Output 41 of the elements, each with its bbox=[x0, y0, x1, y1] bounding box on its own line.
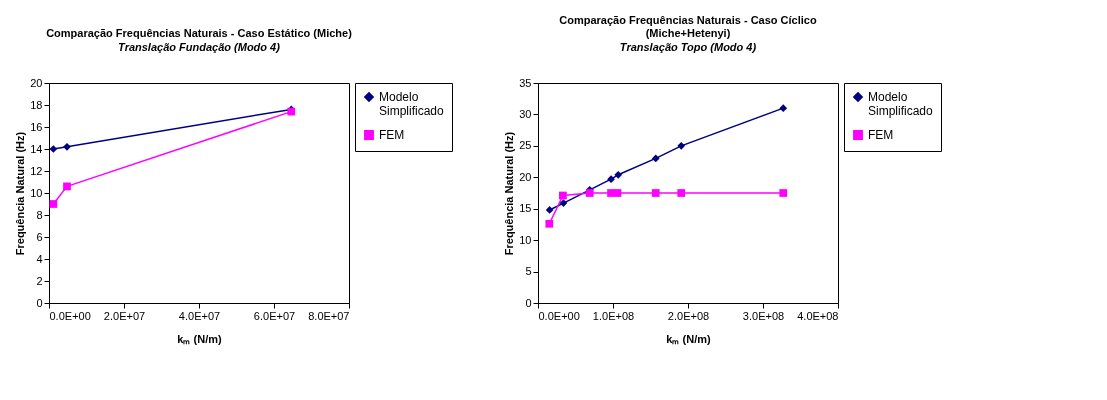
y-tick-label: 6 bbox=[36, 230, 43, 243]
x-tick-label: 0.0E+00 bbox=[49, 309, 91, 322]
y-tick-label: 16 bbox=[30, 120, 43, 133]
x-tick-label: 0.0E+00 bbox=[538, 309, 580, 322]
y-tick-label: 20 bbox=[30, 76, 43, 89]
chart-subtitle: Translação Topo (Modo 4) bbox=[619, 41, 757, 53]
y-tick-label: 8 bbox=[36, 208, 43, 221]
legend-label: Modelo Simplificado bbox=[379, 90, 445, 118]
x-axis-title: kₘ (N/m) bbox=[666, 332, 711, 345]
y-tick-label: 0 bbox=[36, 296, 43, 309]
y-tick-label: 10 bbox=[30, 186, 43, 199]
x-tick-label: 2.0E+08 bbox=[667, 309, 710, 322]
chart-subtitle: Translação Fundação (Modo 4) bbox=[118, 41, 281, 53]
chart-title: Comparação Frequências Naturais - Caso Cíclico (Miche+Hetenyi) bbox=[559, 14, 817, 39]
x-tick-label: 4.0E+07 bbox=[178, 309, 221, 322]
y-tick-label: 14 bbox=[30, 142, 43, 155]
x-tick-label: 6.0E+07 bbox=[253, 309, 296, 322]
y-tick-label: 25 bbox=[519, 139, 532, 152]
x-tick-label: 1.0E+08 bbox=[592, 309, 635, 322]
x-tick-label: 8.0E+07 bbox=[308, 309, 350, 322]
legend-label: FEM bbox=[379, 128, 405, 142]
y-tick-label: 12 bbox=[30, 164, 43, 177]
chart-title: Comparação Frequências Naturais - Caso Estático (Miche) bbox=[46, 27, 353, 39]
legend-label: FEM bbox=[868, 128, 894, 142]
y-axis-title: Frequência Natural (Hz) bbox=[503, 131, 516, 256]
y-tick-label: 4 bbox=[36, 252, 43, 265]
x-tick-label: 4.0E+08 bbox=[797, 309, 839, 322]
y-tick-label: 10 bbox=[519, 233, 532, 246]
x-tick-label: 2.0E+07 bbox=[103, 309, 146, 322]
x-axis-title: kₘ (N/m) bbox=[177, 332, 222, 345]
x-tick-label: 3.0E+08 bbox=[742, 309, 785, 322]
y-tick-label: 35 bbox=[519, 76, 532, 89]
y-tick-label: 18 bbox=[30, 98, 43, 111]
y-tick-label: 5 bbox=[525, 265, 532, 278]
y-axis-title: Frequência Natural (Hz) bbox=[14, 131, 27, 256]
y-tick-label: 15 bbox=[519, 202, 532, 215]
y-tick-label: 2 bbox=[36, 274, 43, 287]
legend-label: Modelo Simplificado bbox=[868, 90, 934, 118]
y-tick-label: 20 bbox=[519, 170, 532, 183]
y-tick-label: 0 bbox=[525, 296, 532, 309]
y-tick-label: 30 bbox=[519, 107, 532, 120]
